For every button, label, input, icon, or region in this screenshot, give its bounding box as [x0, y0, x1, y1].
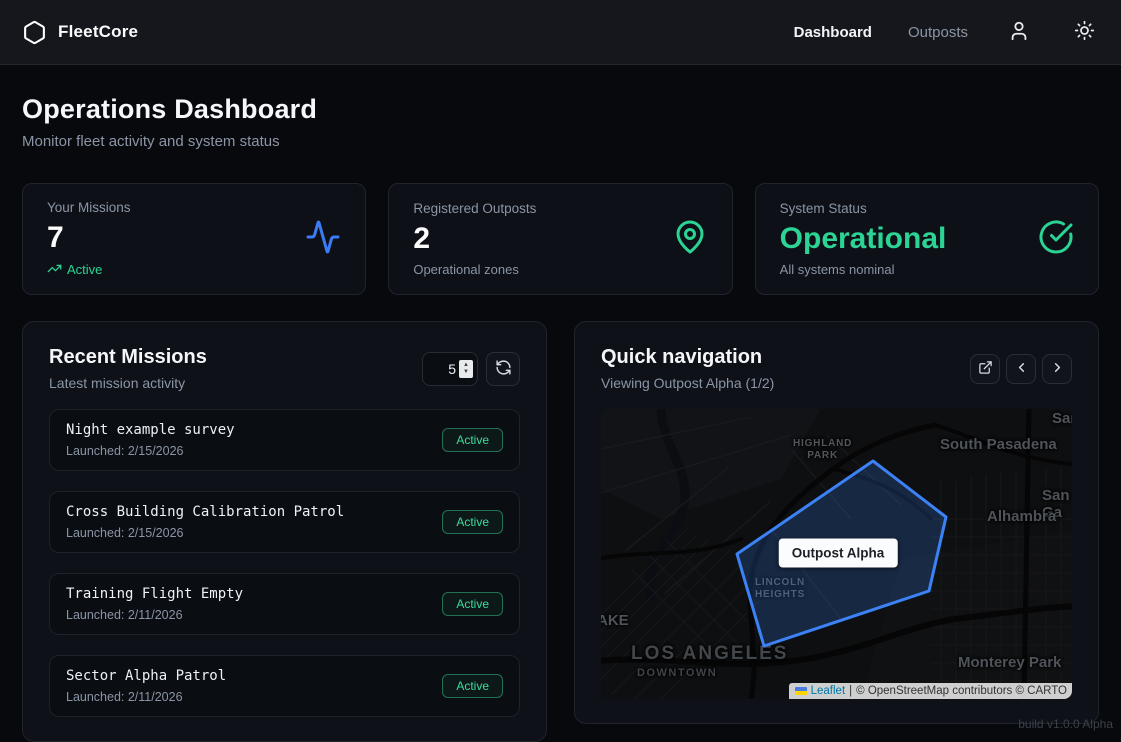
brand[interactable]: FleetCore: [22, 20, 138, 45]
status-badge: Active: [442, 592, 503, 616]
panels-row: Recent Missions Latest mission activity …: [22, 321, 1099, 742]
stat-label: Registered Outposts: [413, 201, 537, 216]
map-label-lake: AKE: [601, 612, 629, 629]
mission-list-item[interactable]: Night example survey Launched: 2/15/2026…: [49, 409, 520, 471]
nav-dashboard[interactable]: Dashboard: [793, 23, 872, 41]
page-subtitle: Monitor fleet activity and system status: [22, 133, 280, 150]
recent-missions-subtitle: Latest mission activity: [49, 375, 186, 391]
recent-missions-panel: Recent Missions Latest mission activity …: [22, 321, 547, 742]
brand-name: FleetCore: [58, 22, 139, 41]
ukraine-flag-icon: [794, 687, 807, 695]
main-content: Operations Dashboard Monitor fleet activ…: [0, 94, 1121, 742]
quick-nav-subtitle: Viewing Outpost Alpha (1/2): [601, 375, 775, 391]
previous-outpost-button[interactable]: [1006, 353, 1036, 384]
attribution-separator: |: [849, 685, 853, 697]
top-navigation-bar: FleetCore Dashboard Outposts: [0, 0, 1121, 65]
stat-label: Your Missions: [47, 199, 131, 215]
map-label-lincoln-heights: LINCOLN HEIGHTS: [755, 577, 806, 600]
page-title: Operations Dashboard: [22, 94, 318, 124]
map-label-san: San: [1052, 410, 1072, 427]
map-attribution: Leaflet | © OpenStreetMap contributors ©…: [788, 683, 1072, 699]
map-tiles: [601, 409, 1072, 699]
map-label-south-pasadena: South Pasadena: [940, 436, 1057, 453]
mission-launched: Launched: 2/15/2026: [66, 444, 184, 458]
mission-launched: Launched: 2/15/2026: [66, 526, 184, 540]
map-label-monterey-park: Monterey Park: [958, 654, 1062, 671]
stat-card-registered-outposts: Registered Outposts 2 Operational zones: [388, 183, 733, 295]
mission-limit-value: 5: [448, 360, 456, 377]
theme-toggle-button[interactable]: [1070, 16, 1099, 48]
stat-sub-text: Active: [67, 262, 103, 277]
refresh-icon: [495, 359, 512, 379]
refresh-button[interactable]: [486, 351, 520, 386]
user-icon: [1008, 20, 1030, 45]
map-label-alhambra: Alhambra: [987, 508, 1057, 525]
mission-name: Cross Building Calibration Patrol: [66, 504, 345, 520]
mission-list: Night example survey Launched: 2/15/2026…: [49, 409, 520, 717]
nav-outposts[interactable]: Outposts: [907, 23, 968, 41]
chevron-left-icon: [1014, 360, 1029, 378]
mission-list-item[interactable]: Cross Building Calibration Patrol Launch…: [49, 491, 520, 553]
mission-name: Training Flight Empty: [66, 586, 244, 602]
top-nav-links: Dashboard Outposts: [794, 16, 1099, 49]
activity-icon: [305, 219, 341, 260]
status-badge: Active: [442, 674, 503, 698]
mission-name: Sector Alpha Patrol: [66, 668, 227, 684]
user-account-button[interactable]: [1004, 16, 1034, 49]
next-outpost-button[interactable]: [1042, 353, 1072, 384]
map-label-highland-park: HIGHLAND PARK: [793, 438, 853, 461]
outpost-zone-tooltip: Outpost Alpha: [778, 538, 898, 568]
stat-value: Operational: [779, 222, 947, 255]
status-badge: Active: [442, 428, 503, 452]
map-label-downtown: DOWNTOWN: [637, 667, 718, 679]
stat-card-system-status: System Status Operational All systems no…: [754, 183, 1099, 295]
stat-value: 2: [413, 222, 431, 255]
leaflet-map[interactable]: HIGHLAND PARK South Pasadena San San Ga …: [601, 409, 1072, 699]
trending-up-icon: [47, 261, 62, 279]
sun-icon: [1074, 20, 1095, 44]
stat-sub: All systems nominal: [779, 262, 895, 277]
check-circle-icon: [1038, 219, 1074, 260]
mission-list-item[interactable]: Training Flight Empty Launched: 2/11/202…: [49, 573, 520, 635]
attribution-credits: © OpenStreetMap contributors © CARTO: [856, 685, 1067, 697]
external-link-icon: [978, 360, 993, 378]
mission-launched: Launched: 2/11/2026: [66, 690, 183, 704]
stat-cards-row: Your Missions 7 Active Re: [22, 183, 1099, 295]
number-spinner-icon[interactable]: ▲ ▼: [459, 359, 473, 378]
stat-value: 7: [47, 220, 64, 254]
stat-sub: Active: [47, 261, 131, 279]
leaflet-link[interactable]: Leaflet: [810, 685, 846, 697]
mission-name: Night example survey: [66, 422, 235, 438]
map-label-san-ga: San Ga: [1042, 487, 1070, 521]
quick-nav-title: Quick navigation: [601, 346, 763, 368]
stat-label: System Status: [779, 201, 867, 216]
mission-list-item[interactable]: Sector Alpha Patrol Launched: 2/11/2026 …: [49, 655, 520, 717]
map-label-los-angeles: LOS ANGELES: [631, 643, 789, 664]
build-version: build v1.0.0 Alpha: [1018, 717, 1113, 731]
stat-sub: Operational zones: [413, 262, 519, 277]
status-badge: Active: [442, 510, 503, 534]
hexagon-logo-icon: [22, 20, 47, 45]
quick-navigation-panel: Quick navigation Viewing Outpost Alpha (…: [574, 321, 1099, 724]
map-pin-icon: [672, 219, 708, 260]
mission-limit-input[interactable]: 5 ▲ ▼: [422, 351, 478, 386]
stat-card-your-missions: Your Missions 7 Active: [22, 183, 367, 295]
open-outpost-button[interactable]: [970, 353, 1000, 384]
recent-missions-title: Recent Missions: [49, 346, 207, 368]
mission-launched: Launched: 2/11/2026: [66, 608, 183, 622]
chevron-right-icon: [1050, 360, 1065, 378]
